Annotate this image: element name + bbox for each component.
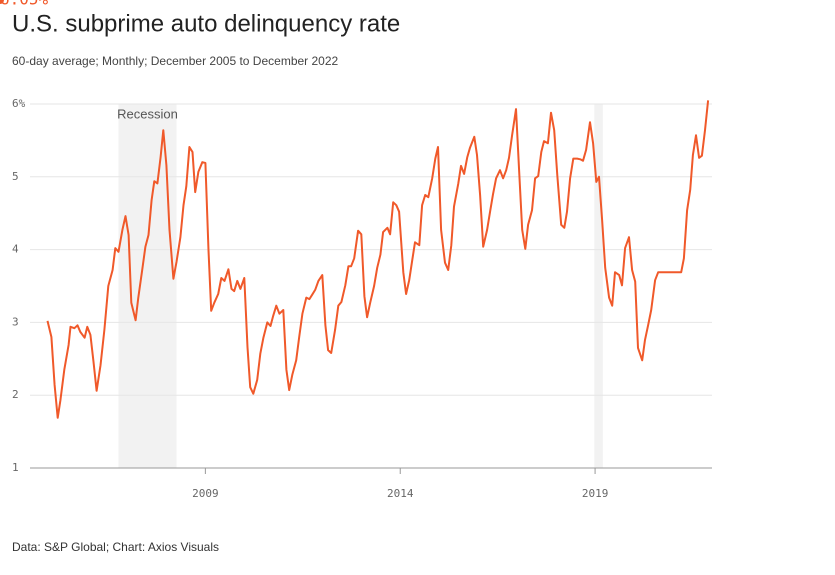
y-tick-label: 1 — [12, 461, 19, 474]
shaded-range-label: Recession — [117, 106, 178, 121]
chart-title: U.S. subprime auto delinquency rate — [12, 10, 400, 37]
y-tick-label: 4 — [12, 243, 19, 256]
y-tick-label: 5 — [12, 170, 19, 183]
y-tick-label: 2 — [12, 388, 19, 401]
y-tick-label: 3 — [12, 315, 19, 328]
end-point — [0, 0, 4, 4]
x-tick-label: 2009 — [192, 487, 219, 500]
x-tick-label: 2014 — [387, 487, 414, 500]
x-tick-label: 2019 — [582, 487, 609, 500]
shaded-range — [594, 104, 603, 468]
value-label: 6.05% — [0, 0, 49, 9]
y-tick-label: 6% — [12, 97, 26, 110]
data-line — [46, 100, 710, 419]
shaded-range — [118, 104, 177, 468]
source-note: Data: S&P Global; Chart: Axios Visuals — [12, 540, 219, 554]
chart-subtitle: 60-day average; Monthly; December 2005 t… — [12, 54, 339, 68]
